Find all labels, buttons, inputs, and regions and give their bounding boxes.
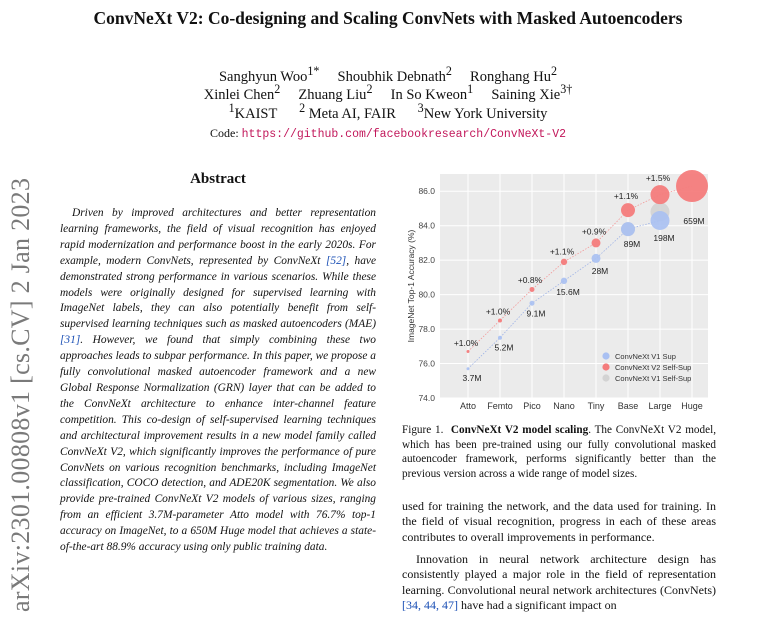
author: Sanghyun Woo1* [218,64,320,85]
figure-caption-title: ConvNeXt V2 model scaling [450,424,589,436]
point-v2-self-sup [498,318,502,323]
gain-label: +1.1% [550,247,575,257]
point-v2-self-sup [621,203,635,218]
param-count-label: 659M [683,216,704,226]
author: Shoubhik Debnath2 [337,64,452,85]
point-v1-sup [560,277,568,285]
code-link-line: Code: https://github.com/facebookresearc… [0,126,776,141]
x-tick-label: Tiny [588,401,605,411]
point-v2-self-sup [591,238,601,248]
param-count-label: 28M [592,266,609,276]
citation-link[interactable]: [31] [60,334,81,347]
figure-caption: Figure 1. ConvNeXt V2 model scaling. The… [402,424,716,480]
y-tick-label: 76.0 [418,359,435,369]
legend-entry: ConvNeXt V2 Self-Sup [615,363,691,372]
gain-label: +1.0% [486,306,511,316]
param-count-label: 5.2M [495,343,514,353]
author: Xinlei Chen2 [203,82,281,103]
x-tick-label: Large [648,401,671,411]
citation-link[interactable]: [52] [325,254,347,267]
paper-title: ConvNeXt V2: Co-designing and Scaling Co… [93,8,683,28]
gain-label: +0.8% [518,275,543,285]
point-v1-sup [650,211,670,231]
author-line-1: Sanghyun Woo1* Shoubhik Debnath2 Ronghan… [0,62,776,86]
point-v1-sup [621,222,635,237]
gain-label: +1.1% [614,191,639,201]
gain-label: +0.9% [582,226,607,236]
x-tick-label: Femto [487,401,513,411]
affiliation: 1KAIST [228,101,278,122]
author: In So Kweon1 [390,82,474,103]
point-v2-self-sup [529,286,535,292]
x-tick-label: Nano [553,401,575,411]
point-v1-sup [529,300,535,306]
point-v2-self-sup [676,170,708,203]
model-scaling-chart: 74.0 76.0 78.0 80.0 82.0 84.0 86.0 Atto Femto Pic… [406,170,708,411]
y-tick-label: 78.0 [418,324,435,334]
body-paragraph: used for training the network, and the d… [402,499,716,544]
point-v1-sup [591,253,601,263]
point-v2-self-sup [466,349,470,353]
x-tick-label: Pico [523,401,541,411]
legend-marker [602,374,610,382]
affiliation: 3New York University [417,101,548,122]
gain-label: +1.5% [646,173,671,183]
abstract-heading: Abstract [190,171,246,187]
param-count-label: 3.7M [463,373,482,383]
point-v1-sup [466,367,470,371]
code-label: Code: [209,126,242,140]
x-tick-label: Huge [681,401,703,411]
point-v1-sup [498,335,502,340]
y-tick-label: 74.0 [418,393,435,403]
abstract-body: Driven by improved architectures and bet… [60,207,377,554]
author: Zhuang Liu2 [298,82,373,103]
legend-entry: ConvNeXt V1 Self-Sup [615,374,691,383]
author: Saining Xie3† [491,82,573,103]
param-count-label: 15.6M [556,287,580,297]
author-line-2: Xinlei Chen2 Zhuang Liu2 In So Kweon1 Sa… [0,80,776,104]
param-count-label: 198M [653,233,674,243]
author: Ronghang Hu2 [470,64,558,85]
param-count-label: 9.1M [527,309,546,319]
gain-label: +1.0% [454,338,479,348]
body-paragraph: Innovation in neural network architectur… [402,552,716,613]
param-count-label: 89M [624,239,641,249]
y-axis-label: ImageNet Top-1 Accuracy (%) [406,229,416,342]
legend-marker [602,352,610,360]
y-tick-label: 82.0 [418,255,435,265]
point-v2-self-sup [650,185,670,205]
affiliations: 1KAIST 2 Meta AI, FAIR 3New York Univers… [0,99,776,123]
y-tick-label: 80.0 [418,290,435,300]
citation-link[interactable]: [34, 44, 47] [402,598,458,613]
arxiv-stamp: arXiv:2301.00808v1 [cs.CV] 2 Jan 2023 [6,177,35,612]
legend-entry: ConvNeXt V1 Sup [615,352,676,361]
legend-marker [602,363,610,371]
code-url-link[interactable]: https://github.com/facebookresearch/Conv… [241,128,567,141]
x-tick-label: Base [618,401,639,411]
figure-label: Figure 1. [402,424,444,436]
x-tick-label: Atto [460,401,476,411]
y-tick-label: 84.0 [418,221,435,231]
point-v2-self-sup [560,258,568,266]
affiliation: 2 Meta AI, FAIR [299,101,396,122]
y-tick-label: 86.0 [418,186,435,196]
